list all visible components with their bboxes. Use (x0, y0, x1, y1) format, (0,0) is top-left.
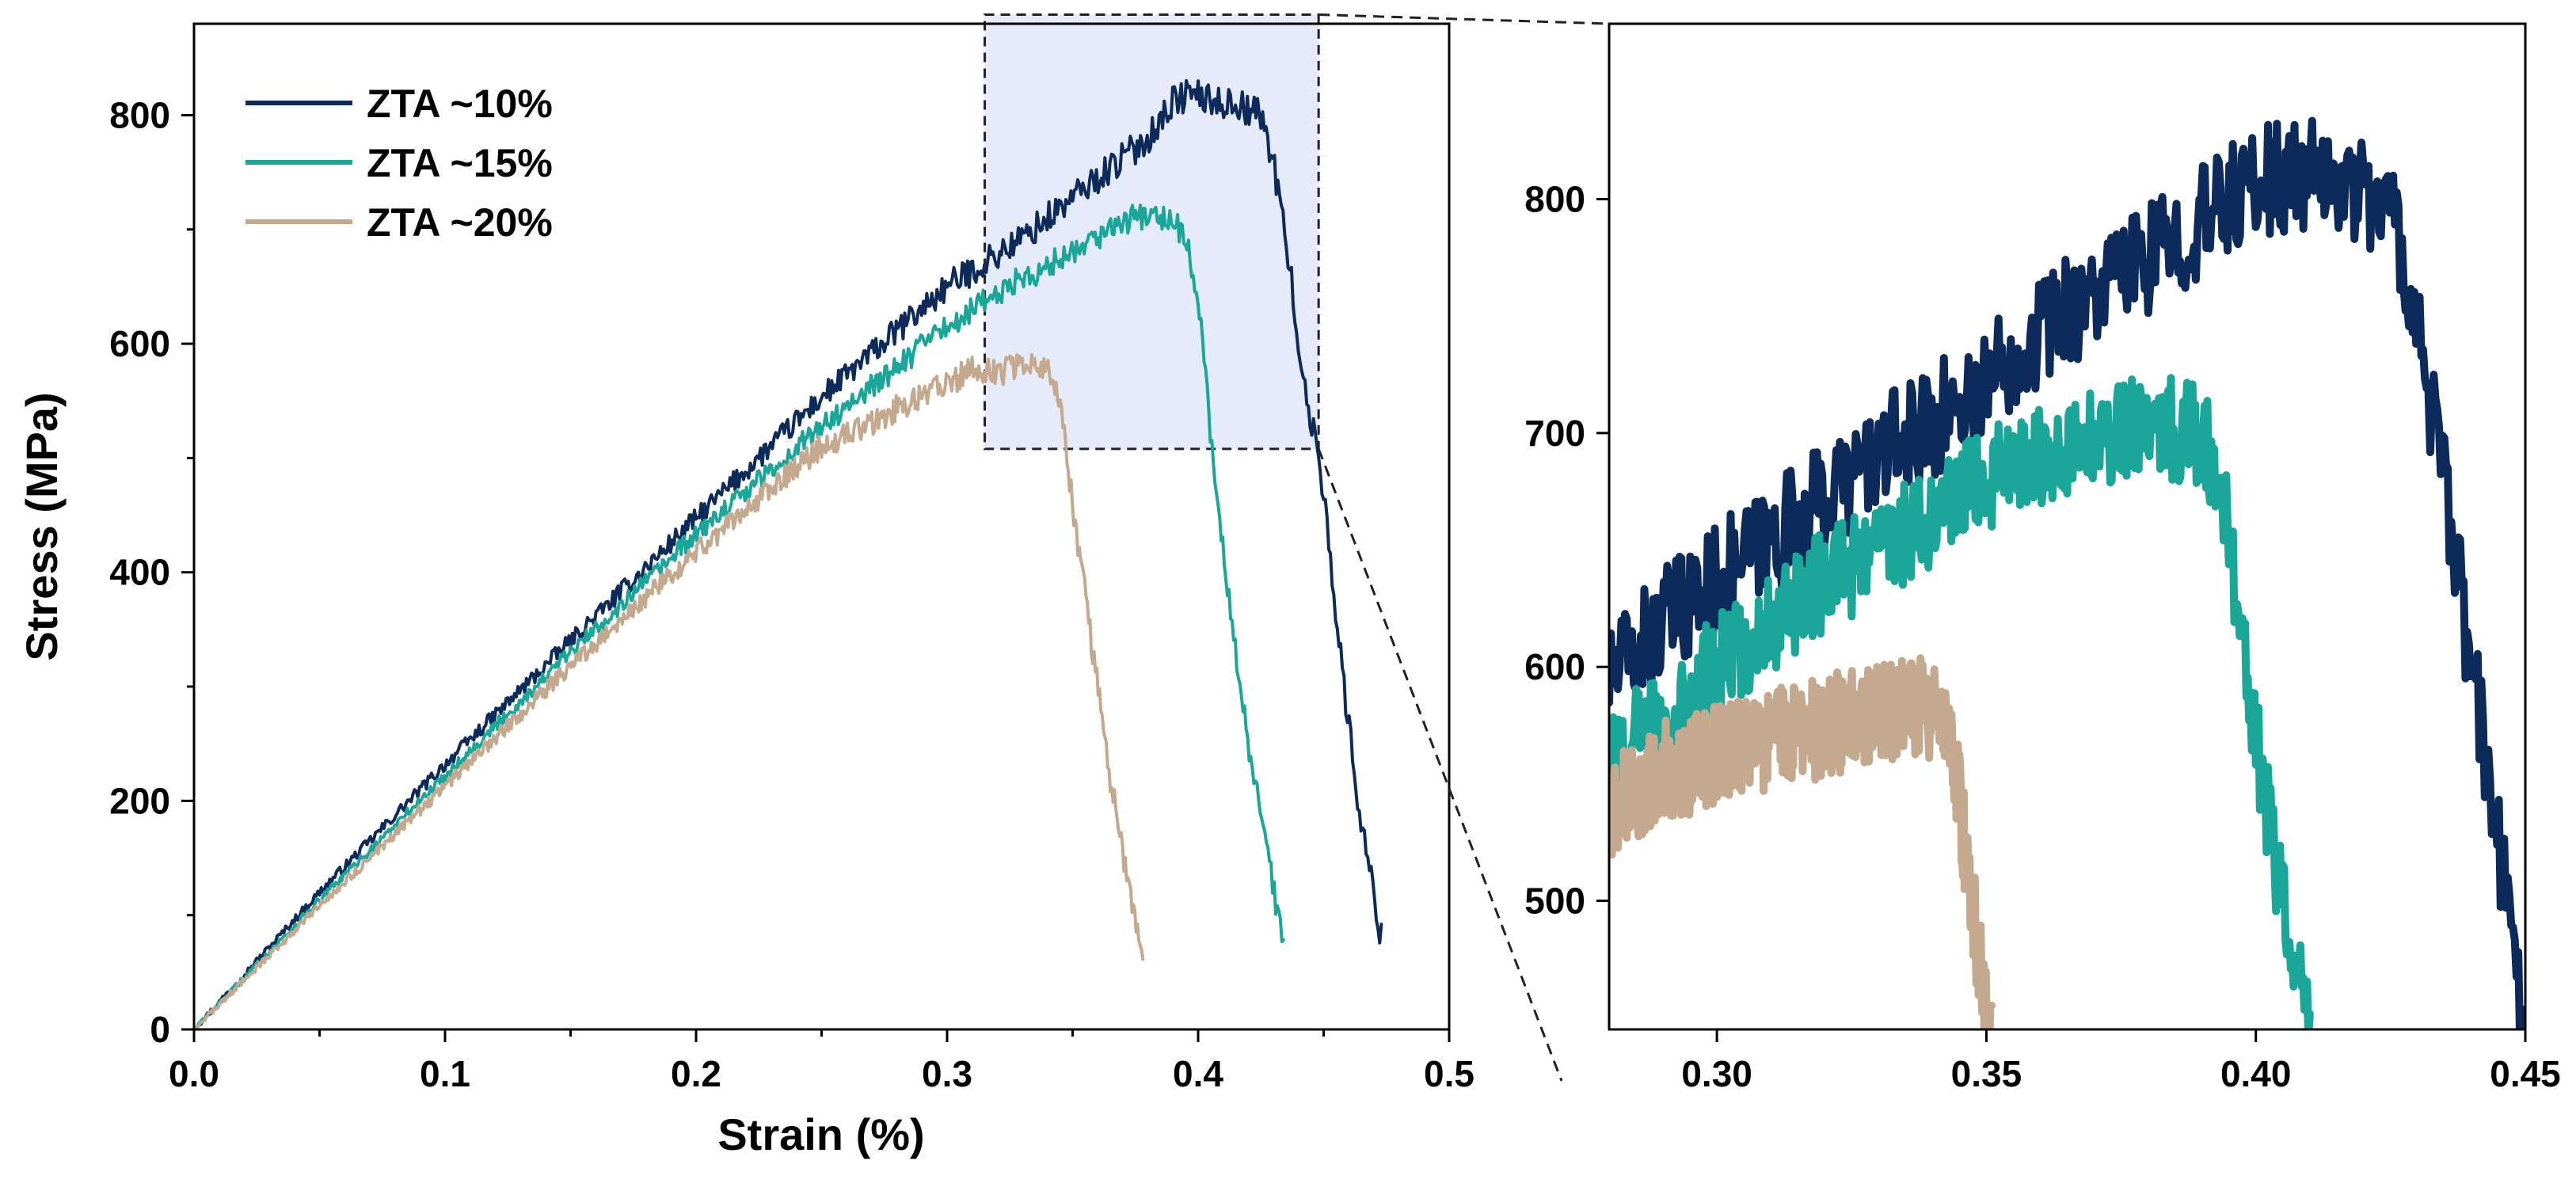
inset-y-tick-label: 600 (1524, 646, 1585, 687)
main-y-axis: 0 200 400 600 800 (109, 94, 194, 1050)
legend-item-ztA-20: ZTA ~20% (245, 200, 553, 245)
main-x-tick-label: 0.1 (420, 1053, 470, 1094)
main-y-tick-label: 600 (109, 323, 170, 364)
main-x-axis: 0.0 0.1 0.2 0.3 0.4 0.5 (169, 1029, 1474, 1094)
main-series-line-3 (194, 352, 1145, 1029)
inset-x-tick-label: 0.35 (1951, 1053, 2022, 1094)
main-y-tick-label: 400 (109, 552, 170, 593)
main-series-group (194, 78, 1383, 1029)
main-chart: 0.0 0.1 0.2 0.3 0.4 0.5 0 200 400 600 800 Strain … (17, 13, 1474, 1159)
inset-y-axis: 500 600 700 800 (1524, 179, 1609, 922)
main-x-tick-label: 0.5 (1424, 1053, 1474, 1094)
inset-x-tick-label: 0.40 (2220, 1053, 2292, 1094)
main-series-line-2 (194, 204, 1285, 1029)
main-y-tick-label: 800 (109, 94, 170, 135)
inset-x-tick-label: 0.45 (2490, 1053, 2561, 1094)
inset-series-group (1609, 116, 2525, 1029)
legend-label-ztA-20: ZTA ~20% (367, 200, 553, 245)
main-series-line-1 (194, 78, 1383, 1029)
inset-series-line-2 (1609, 374, 2314, 1029)
zoom-connector-top (1318, 13, 1610, 25)
inset-series-line-3 (1609, 654, 1996, 1029)
inset-plot-frame (1608, 22, 2527, 1031)
main-x-tick-label: 0.3 (922, 1053, 972, 1094)
inset-x-axis: 0.30 0.35 0.40 0.45 (1681, 1029, 2561, 1094)
zoom-connector-bottom (1317, 448, 1563, 1082)
inset-y-tick-label: 700 (1524, 413, 1585, 454)
main-y-axis-title: Stress (MPa) (17, 392, 67, 660)
legend-label-ztA-15: ZTA ~15% (367, 141, 553, 185)
legend: ZTA ~10% ZTA ~15% ZTA ~20% (245, 82, 553, 245)
inset-chart: 0.30 0.35 0.40 0.45 500 600 700 800 (1524, 22, 2561, 1094)
inset-y-tick-label: 800 (1524, 179, 1585, 220)
main-x-tick-label: 0.4 (1173, 1053, 1223, 1094)
legend-item-ztA-15: ZTA ~15% (245, 141, 553, 185)
main-y-tick-label: 200 (109, 780, 170, 821)
main-x-axis-title: Strain (%) (717, 1109, 924, 1159)
inset-x-tick-label: 0.30 (1681, 1053, 1752, 1094)
legend-item-ztA-10: ZTA ~10% (245, 82, 553, 126)
main-x-tick-label: 0.0 (169, 1053, 219, 1094)
inset-y-tick-label: 500 (1524, 881, 1585, 922)
inset-series-line-1 (1609, 116, 2525, 1029)
main-x-tick-label: 0.2 (671, 1053, 721, 1094)
legend-label-ztA-10: ZTA ~10% (367, 82, 553, 126)
main-y-tick-label: 0 (150, 1009, 170, 1050)
